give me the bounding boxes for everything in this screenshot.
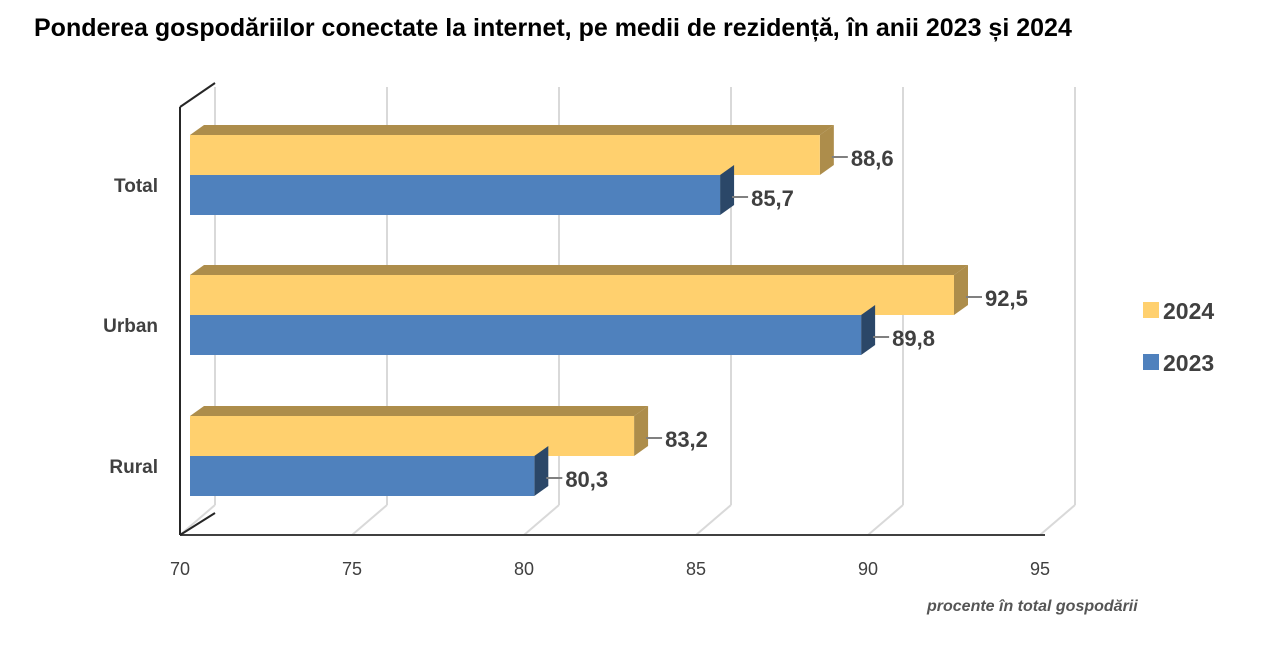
legend-swatch [1143,354,1159,370]
bar-side-face [819,125,834,175]
data-label: 80,3 [565,467,608,492]
y-axis-bottom-edge [179,512,216,536]
x-tick-label: 70 [170,559,190,579]
bar-side-face [720,165,735,215]
bar-top-face [190,125,834,135]
bar [190,175,721,215]
chart-title: Ponderea gospodăriilor conectate la inte… [34,14,1072,42]
y-axis-top-edge [179,82,216,108]
floor-gridline [1039,504,1076,536]
bar [190,416,635,456]
category-label: Total [114,176,158,197]
legend-label: 2023 [1163,350,1214,376]
legend-swatch [1143,302,1159,318]
x-tick-label: 80 [514,559,534,579]
legend-label: 2024 [1163,298,1214,324]
bar-side-face [534,446,549,496]
bar [190,315,862,355]
x-tick-label: 90 [858,559,878,579]
category-label: Urban [103,316,158,337]
floor-gridline [351,504,388,536]
bar [190,456,535,496]
bar-top-face [190,265,968,275]
x-tick-label: 75 [342,559,362,579]
bar [190,275,954,315]
bar-side-face [634,406,649,456]
floor-left-edge [179,504,216,536]
category-label: Rural [109,457,158,478]
x-tick-label: 85 [686,559,706,579]
data-label: 89,8 [892,326,935,351]
data-label: 83,2 [665,427,708,452]
data-label: 88,6 [851,146,894,171]
floor-gridline [695,504,732,536]
data-label: 92,5 [985,286,1028,311]
x-axis-unit-note: procente în total gospodării [927,598,1138,615]
bar [190,135,820,175]
bar-top-face [190,406,649,416]
floor-gridline [523,504,560,536]
bar-side-face [954,265,968,315]
floor-gridline [867,504,904,536]
bar-side-face [861,305,876,355]
x-tick-label: 95 [1030,559,1050,579]
data-label: 85,7 [751,186,794,211]
